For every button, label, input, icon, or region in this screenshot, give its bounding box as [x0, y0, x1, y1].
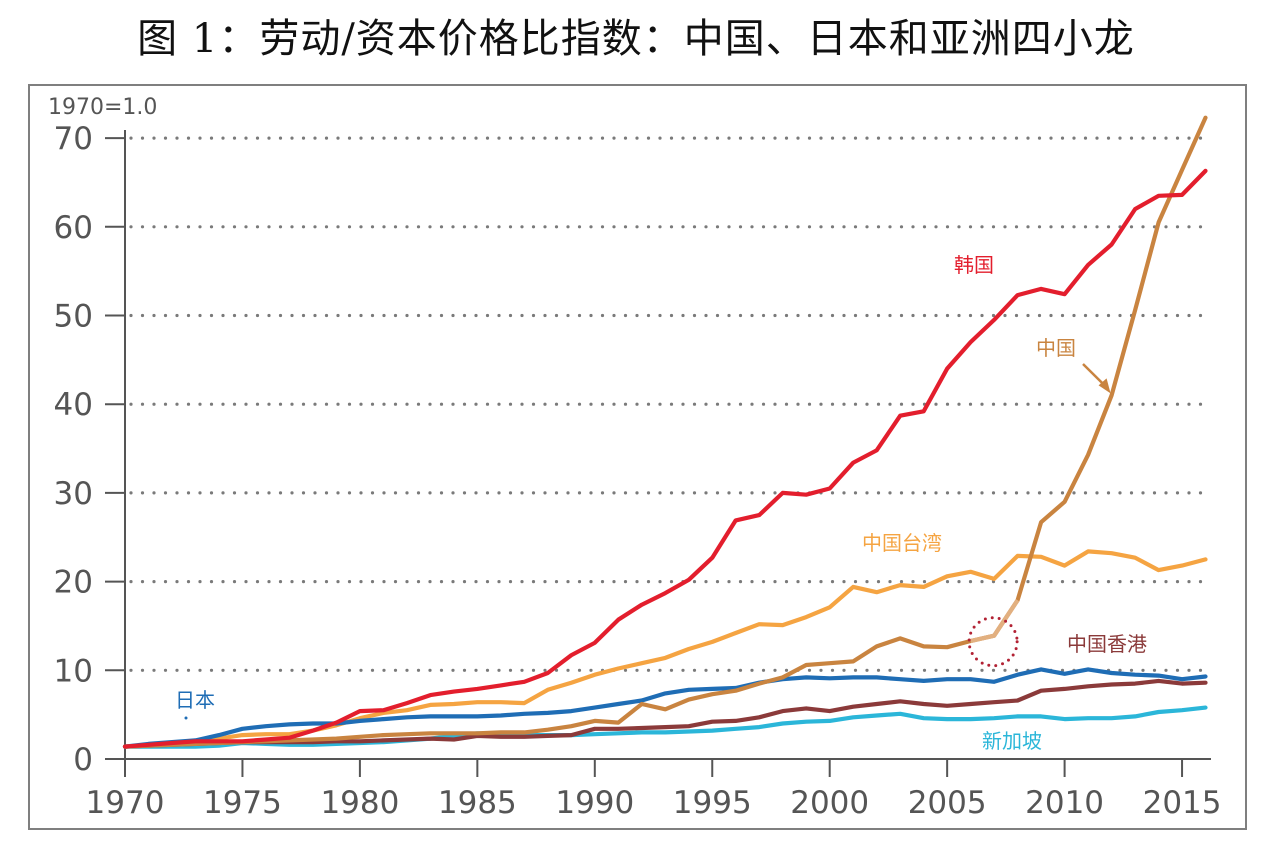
x-tick-label: 2005: [908, 785, 987, 821]
y-tick-label: 40: [54, 387, 93, 423]
series-label-hongkong: 中国香港: [1067, 632, 1147, 656]
series-label-singapore: 新加坡: [982, 729, 1042, 753]
series-label-china: 中国: [1036, 336, 1076, 360]
x-tick-label: 1975: [203, 785, 282, 821]
x-tick-label: 1970: [86, 785, 165, 821]
series-line-hongkong: [122, 678, 1208, 749]
highlight-segment: [970, 599, 1020, 644]
series-line-japan: [122, 667, 1208, 749]
x-tick-label: 1995: [673, 785, 752, 821]
chart-title: 图 1：劳动/资本价格比指数：中国、日本和亚洲四小龙: [137, 16, 1135, 62]
y-tick-label: 20: [54, 565, 93, 601]
unit-note: 1970=1.0: [48, 95, 157, 120]
x-tick-label: 2000: [790, 785, 869, 821]
x-tick-label: 1990: [555, 785, 634, 821]
series-label-taiwan: 中国台湾: [862, 531, 942, 555]
series-label-japan: 日本: [175, 688, 215, 712]
highlight-circle: [967, 616, 1019, 668]
annotations: [967, 363, 1111, 668]
gridlines: [129, 136, 1213, 672]
japan-label-dot: [184, 716, 188, 720]
x-tick-label: 2010: [1025, 785, 1104, 821]
chart-frame: [28, 84, 1247, 830]
y-tick-label: 60: [54, 210, 93, 246]
y-tick-labels: 0 10 20 30 40 50 60 70: [54, 121, 93, 778]
arrow-head: [1098, 378, 1111, 394]
series-label-korea: 韩国: [954, 253, 994, 277]
series-lines: [122, 115, 1208, 749]
series-line-china: [122, 115, 1208, 749]
y-tick-label: 30: [54, 476, 93, 512]
x-tick-label: 1980: [320, 785, 399, 821]
axes: [105, 130, 1211, 777]
x-tick-label: 2015: [1143, 785, 1222, 821]
y-tick-label: 70: [54, 121, 93, 157]
y-tick-label: 50: [54, 299, 93, 335]
x-tick-labels: 1970 1975 1980 1985 1990 1995 2000 2005 2010 2015: [86, 785, 1222, 821]
series-line-korea: [122, 168, 1208, 749]
y-tick-label: 0: [73, 742, 93, 778]
y-tick-label: 10: [54, 653, 93, 689]
series-line-singapore: [122, 705, 1208, 749]
x-tick-label: 1985: [438, 785, 517, 821]
